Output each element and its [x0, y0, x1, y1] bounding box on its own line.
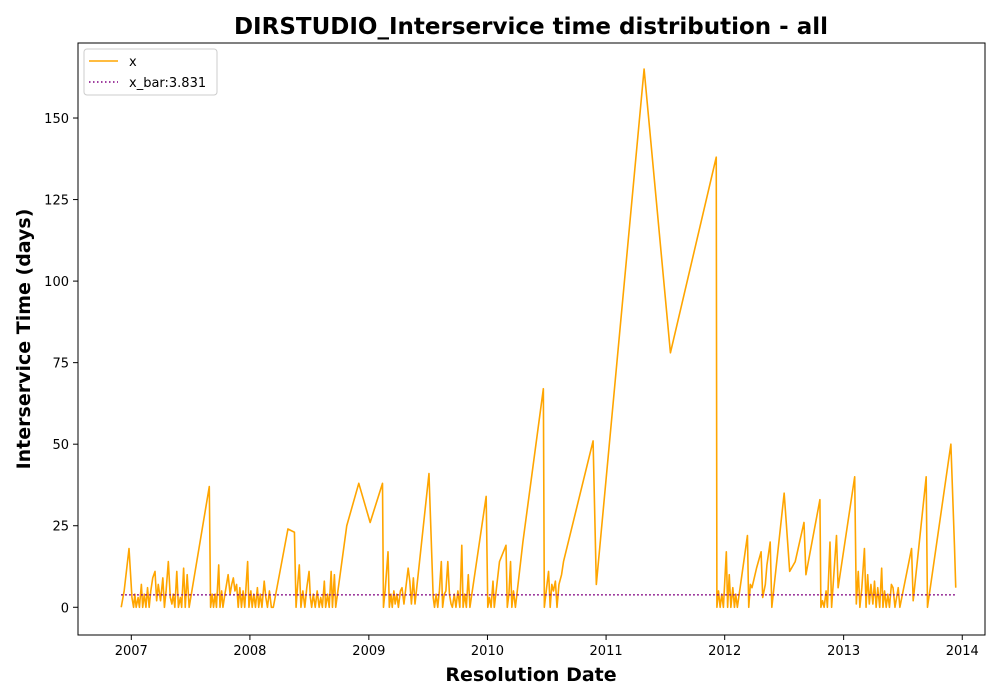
legend-label-x: x [129, 55, 137, 70]
y-tick-label: 100 [44, 275, 69, 290]
x-axis-label: Resolution Date [445, 664, 616, 686]
y-tick-label: 125 [44, 194, 69, 209]
series-line-x [120, 68, 957, 609]
y-tick-label: 25 [52, 520, 69, 535]
x-tick-label: 2014 [946, 644, 979, 659]
x-tick-label: 2012 [708, 644, 741, 659]
x-tick-label: 2009 [352, 644, 385, 659]
y-tick-label: 50 [52, 438, 69, 453]
axes-frame [77, 42, 986, 636]
x-tick-label: 2011 [590, 644, 623, 659]
y-axis-ticks: 0 25 50 75 100 125 150 [44, 112, 78, 616]
x-tick-label: 2010 [471, 644, 504, 659]
legend: x x_bar:3.831 [83, 48, 218, 96]
x-axis-ticks: 2007 2008 2009 2010 2011 2012 2013 2014 [115, 635, 979, 659]
y-axis-label: Interservice Time (days) [13, 209, 35, 470]
chart-title: DIRSTUDIO_Interservice time distribution… [234, 14, 828, 40]
y-tick-label: 0 [61, 601, 69, 616]
plot-area [77, 42, 986, 636]
series-layer [120, 68, 957, 609]
x-tick-label: 2007 [115, 644, 148, 659]
x-tick-label: 2013 [827, 644, 860, 659]
legend-label-x-bar: x_bar:3.831 [129, 76, 206, 91]
y-tick-label: 75 [52, 357, 69, 372]
y-tick-label: 150 [44, 112, 69, 127]
x-tick-label: 2008 [233, 644, 266, 659]
